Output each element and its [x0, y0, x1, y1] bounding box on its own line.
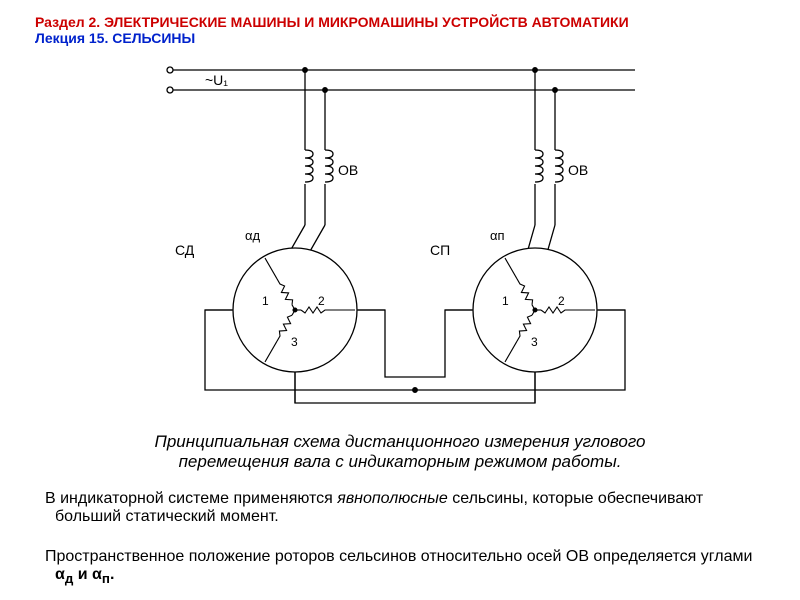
alpha-sub-2: п: [102, 571, 110, 586]
alpha-sym-1: α: [55, 566, 65, 583]
alpha-d-label: αд: [245, 228, 261, 243]
body-paragraph-2: Пространственное положение роторов сельс…: [45, 548, 775, 586]
body-paragraph-1: В индикаторной системе применяются явноп…: [45, 490, 765, 526]
figure-caption: Принципиальная схема дистанционного изме…: [80, 432, 720, 472]
body-p1-em: явнополюсные: [337, 490, 447, 507]
alpha-sym-2: α: [92, 566, 102, 583]
left-winding-3: 3: [291, 335, 298, 349]
left-winding-2: 2: [318, 294, 325, 308]
circuit-diagram: ~U₁ OB OB СД СП αд αп 1 2 3 1 2 3: [0, 50, 800, 420]
voltage-label: ~U₁: [205, 72, 228, 88]
ov-right-label: OB: [568, 162, 588, 178]
sp-label: СП: [430, 242, 450, 258]
right-winding-3: 3: [531, 335, 538, 349]
header-lecture: Лекция 15. СЕЛЬСИНЫ: [35, 30, 195, 46]
caption-line2: перемещения вала с индикаторным режимом …: [179, 452, 622, 471]
page: Раздел 2. ЭЛЕКТРИЧЕСКИЕ МАШИНЫ И МИКРОМА…: [0, 0, 800, 600]
body-p2-end: .: [110, 566, 114, 583]
ov-left-label: OB: [338, 162, 358, 178]
body-p1-a: В индикаторной системе применяются: [45, 490, 337, 507]
header-section: Раздел 2. ЭЛЕКТРИЧЕСКИЕ МАШИНЫ И МИКРОМА…: [35, 14, 629, 30]
body-p2-mid: и: [73, 566, 92, 583]
sd-label: СД: [175, 242, 195, 258]
alpha-p-label: αп: [490, 228, 505, 243]
left-winding-1: 1: [262, 294, 269, 308]
body-p2-a: Пространственное положение роторов сельс…: [45, 548, 752, 565]
right-winding-2: 2: [558, 294, 565, 308]
right-winding-1: 1: [502, 294, 509, 308]
caption-line1: Принципиальная схема дистанционного изме…: [155, 432, 646, 451]
